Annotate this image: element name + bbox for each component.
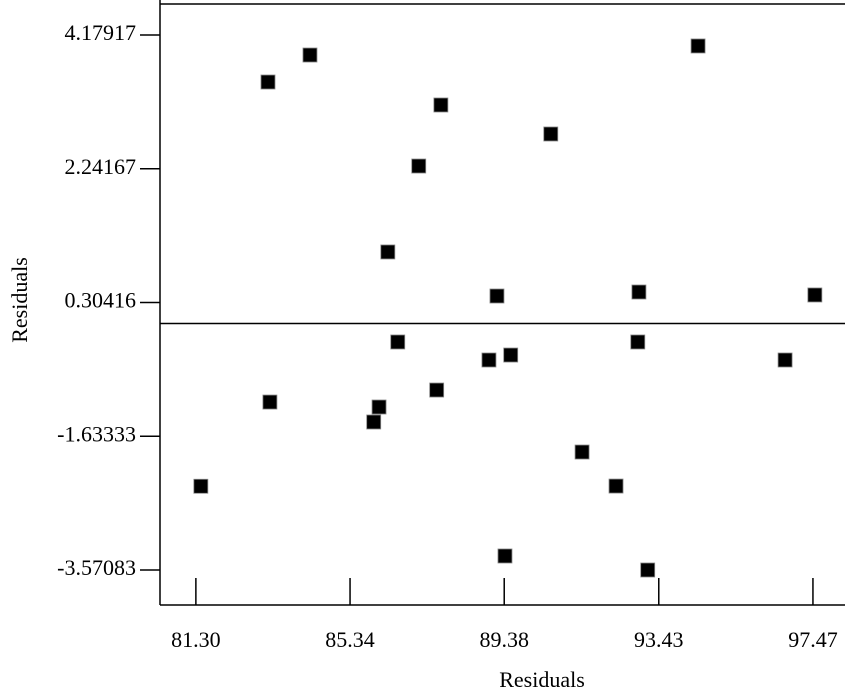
- point: [194, 479, 208, 493]
- y-tick-label: 2.24167: [65, 154, 137, 179]
- point: [303, 48, 317, 62]
- y-tick-label: -3.57083: [57, 555, 136, 580]
- x-tick-label: 93.43: [634, 627, 684, 652]
- point: [691, 39, 705, 53]
- point: [263, 395, 277, 409]
- point: [632, 285, 646, 299]
- page: {"chart_data": {"type": "scatter", "x_la…: [0, 0, 845, 695]
- point: [430, 383, 444, 397]
- point: [498, 549, 512, 563]
- point: [808, 288, 822, 302]
- point: [261, 75, 275, 89]
- y-axis-label: Residuals: [7, 257, 32, 343]
- point: [391, 335, 405, 349]
- point: [412, 159, 426, 173]
- chart: Residuals Residuals 4.17917 2.24167 0.3041…: [0, 0, 845, 695]
- x-tick-label: 89.38: [479, 627, 529, 652]
- point: [778, 353, 792, 367]
- x-tick-label: 81.30: [171, 627, 221, 652]
- point: [544, 127, 558, 141]
- point: [631, 335, 645, 349]
- point: [641, 563, 655, 577]
- y-tick-label: 0.30416: [65, 288, 137, 313]
- point: [575, 445, 589, 459]
- y-tick-label: 4.17917: [65, 20, 137, 45]
- point: [504, 348, 518, 362]
- point: [381, 245, 395, 259]
- x-tick-label: 85.34: [325, 627, 375, 652]
- x-axis-label: Residuals: [499, 667, 585, 692]
- point: [372, 400, 386, 414]
- y-tick-label: -1.63333: [57, 421, 136, 446]
- point: [490, 289, 504, 303]
- point: [482, 353, 496, 367]
- point: [434, 98, 448, 112]
- x-tick-label: 97.47: [788, 627, 838, 652]
- point: [609, 479, 623, 493]
- point: [367, 415, 381, 429]
